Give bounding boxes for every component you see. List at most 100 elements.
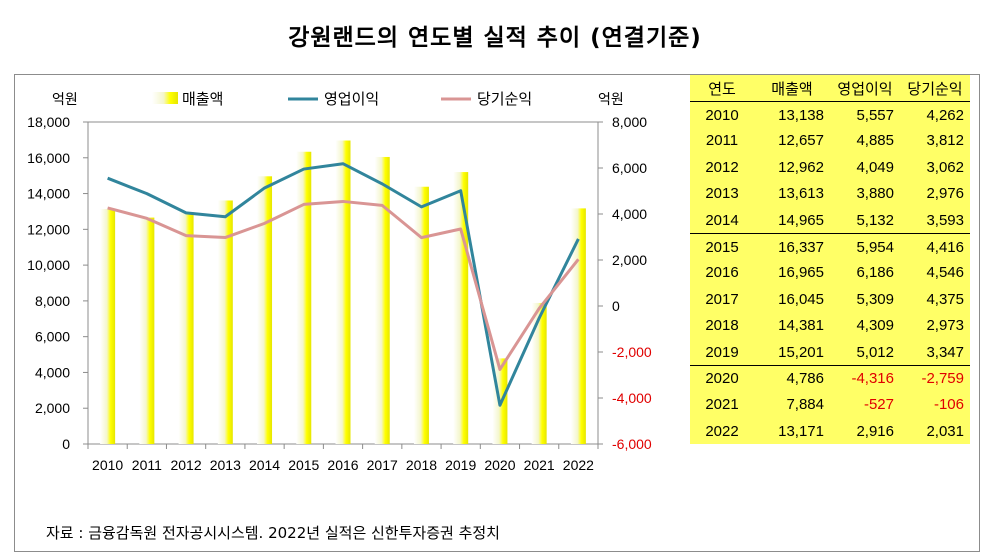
left-tick-label: 0 — [62, 436, 70, 452]
table-row: 2011 12,657 4,885 3,812 — [690, 128, 970, 154]
x-tick-label: 2020 — [484, 457, 515, 473]
left-tick-label: 12,000 — [27, 221, 70, 237]
table-cell: 2,976 — [926, 185, 964, 203]
table-cell: 6,186 — [856, 264, 894, 282]
x-tick-label: 2017 — [367, 457, 398, 473]
table-cell: 2016 — [705, 264, 739, 282]
table-cell: 2021 — [705, 396, 739, 414]
table-header-cell: 연도 — [708, 80, 736, 98]
x-tick-label: 2018 — [406, 457, 437, 473]
table-cell: 13,613 — [778, 185, 824, 203]
table-header-cell: 매출액 — [771, 80, 813, 98]
table-row: 2020 4,786 -4,316 -2,759 — [690, 365, 970, 391]
table-cell: 2017 — [705, 290, 739, 308]
right-tick-label: -2,000 — [612, 344, 652, 360]
table-cell: 5,954 — [856, 238, 894, 256]
table-cell: 16,045 — [778, 290, 824, 308]
table-cell: 4,309 — [856, 317, 894, 335]
table-cell: 5,309 — [856, 290, 894, 308]
left-tick-label: 6,000 — [35, 329, 70, 345]
table-row: 2016 16,965 6,186 4,546 — [690, 260, 970, 286]
bar-revenue — [531, 302, 547, 444]
right-tick-label: 2,000 — [612, 252, 647, 268]
right-tick-label: 8,000 — [612, 114, 647, 130]
left-axis-unit: 억원 — [52, 91, 78, 107]
x-tick-label: 2016 — [327, 457, 358, 473]
x-tick-label: 2012 — [170, 457, 201, 473]
bar-revenue — [296, 151, 312, 445]
table-cell: 14,381 — [778, 317, 824, 335]
x-tick-label: 2010 — [92, 457, 123, 473]
table-cell: 4,049 — [856, 158, 894, 176]
table-row: 2013 13,613 3,880 2,976 — [690, 181, 970, 207]
table-cell: 16,965 — [778, 264, 824, 282]
right-tick-label: 6,000 — [612, 160, 647, 176]
legend-label-net-income: 당기순익 — [477, 91, 532, 108]
table-cell: 13,138 — [778, 106, 824, 124]
right-tick-label: -6,000 — [612, 436, 652, 452]
table-cell: 2012 — [705, 158, 739, 176]
table-row: 2022 13,171 2,916 2,031 — [690, 418, 970, 444]
table-row: 2021 7,884 -527 -106 — [690, 392, 970, 418]
table-cell: 5,132 — [856, 211, 894, 229]
bar-revenue — [374, 156, 390, 444]
table-row: 2017 16,045 5,309 4,375 — [690, 286, 970, 312]
table-row: 2018 14,381 4,309 2,973 — [690, 313, 970, 339]
table-cell: 4,885 — [856, 132, 894, 150]
left-tick-label: 18,000 — [27, 114, 70, 130]
table-cell: -527 — [863, 396, 894, 414]
legend-swatch-revenue — [152, 92, 178, 104]
right-axis-unit: 억원 — [598, 91, 624, 107]
table-cell: 3,062 — [926, 158, 964, 176]
left-tick-label: 4,000 — [35, 364, 70, 380]
table-cell: 13,171 — [778, 422, 824, 440]
table-cell: 2018 — [705, 317, 739, 335]
table-cell: 2,916 — [856, 422, 894, 440]
table-cell: -4,316 — [851, 370, 894, 388]
right-tick-label: 4,000 — [612, 206, 647, 222]
table-header-cell: 영업이익 — [837, 80, 893, 98]
left-tick-label: 8,000 — [35, 293, 70, 309]
table-row: 2015 16,337 5,954 4,416 — [690, 233, 970, 259]
chart-title: 강원랜드의 연도별 실적 추이 (연결기준) — [288, 25, 702, 51]
chart-frame — [14, 74, 980, 552]
table-cell: 4,375 — [926, 290, 964, 308]
source-note: 자료 : 금융감독원 전자공시시스템. 2022년 실적은 신한투자증권 추정치 — [46, 524, 500, 542]
table-cell: 15,201 — [778, 343, 824, 361]
table-row: 2012 12,962 4,049 3,062 — [690, 154, 970, 180]
table-cell: 4,786 — [786, 370, 824, 388]
data-table: 연도 매출액 영업이익 당기순익 2010 13,138 5,557 4,262 2011 12,… — [690, 75, 970, 445]
table-cell: 12,962 — [778, 158, 824, 176]
table-cell: 2,031 — [926, 422, 964, 440]
table-row: 2014 14,965 5,132 3,593 — [690, 207, 970, 233]
bar-revenue — [100, 208, 116, 444]
table-cell: 3,812 — [926, 132, 964, 150]
table-cell: -2,759 — [921, 370, 964, 388]
table-row: 2010 13,138 5,557 4,262 — [690, 101, 970, 127]
legend-label-operating-profit: 영업이익 — [324, 91, 379, 108]
table-cell: 2015 — [705, 238, 739, 256]
table-cell: 3,880 — [856, 185, 894, 203]
table-row: 2019 15,201 5,012 3,347 — [690, 339, 970, 365]
table-cell: 4,416 — [926, 238, 964, 256]
table-header-row: 연도 매출액 영업이익 당기순익 — [690, 75, 970, 101]
x-tick-label: 2022 — [563, 457, 594, 473]
table-cell: 16,337 — [778, 238, 824, 256]
x-tick-label: 2014 — [249, 457, 280, 473]
table-cell: 2011 — [705, 132, 739, 150]
table-cell: 2020 — [705, 370, 739, 388]
table-cell: 2013 — [705, 185, 739, 203]
table-cell: 7,884 — [786, 396, 824, 414]
left-tick-label: 10,000 — [27, 257, 70, 273]
table-cell: 14,965 — [778, 211, 824, 229]
bar-revenue — [139, 217, 155, 444]
table-cell: 3,593 — [926, 211, 964, 229]
left-tick-label: 2,000 — [35, 400, 70, 416]
right-tick-label: -4,000 — [612, 390, 652, 406]
table-cell: 2010 — [705, 106, 739, 124]
table-cell: 2014 — [705, 211, 739, 229]
x-tick-label: 2019 — [445, 457, 476, 473]
legend-label-revenue: 매출액 — [182, 91, 223, 108]
bar-revenue — [570, 208, 586, 444]
right-tick-label: 0 — [612, 298, 620, 314]
